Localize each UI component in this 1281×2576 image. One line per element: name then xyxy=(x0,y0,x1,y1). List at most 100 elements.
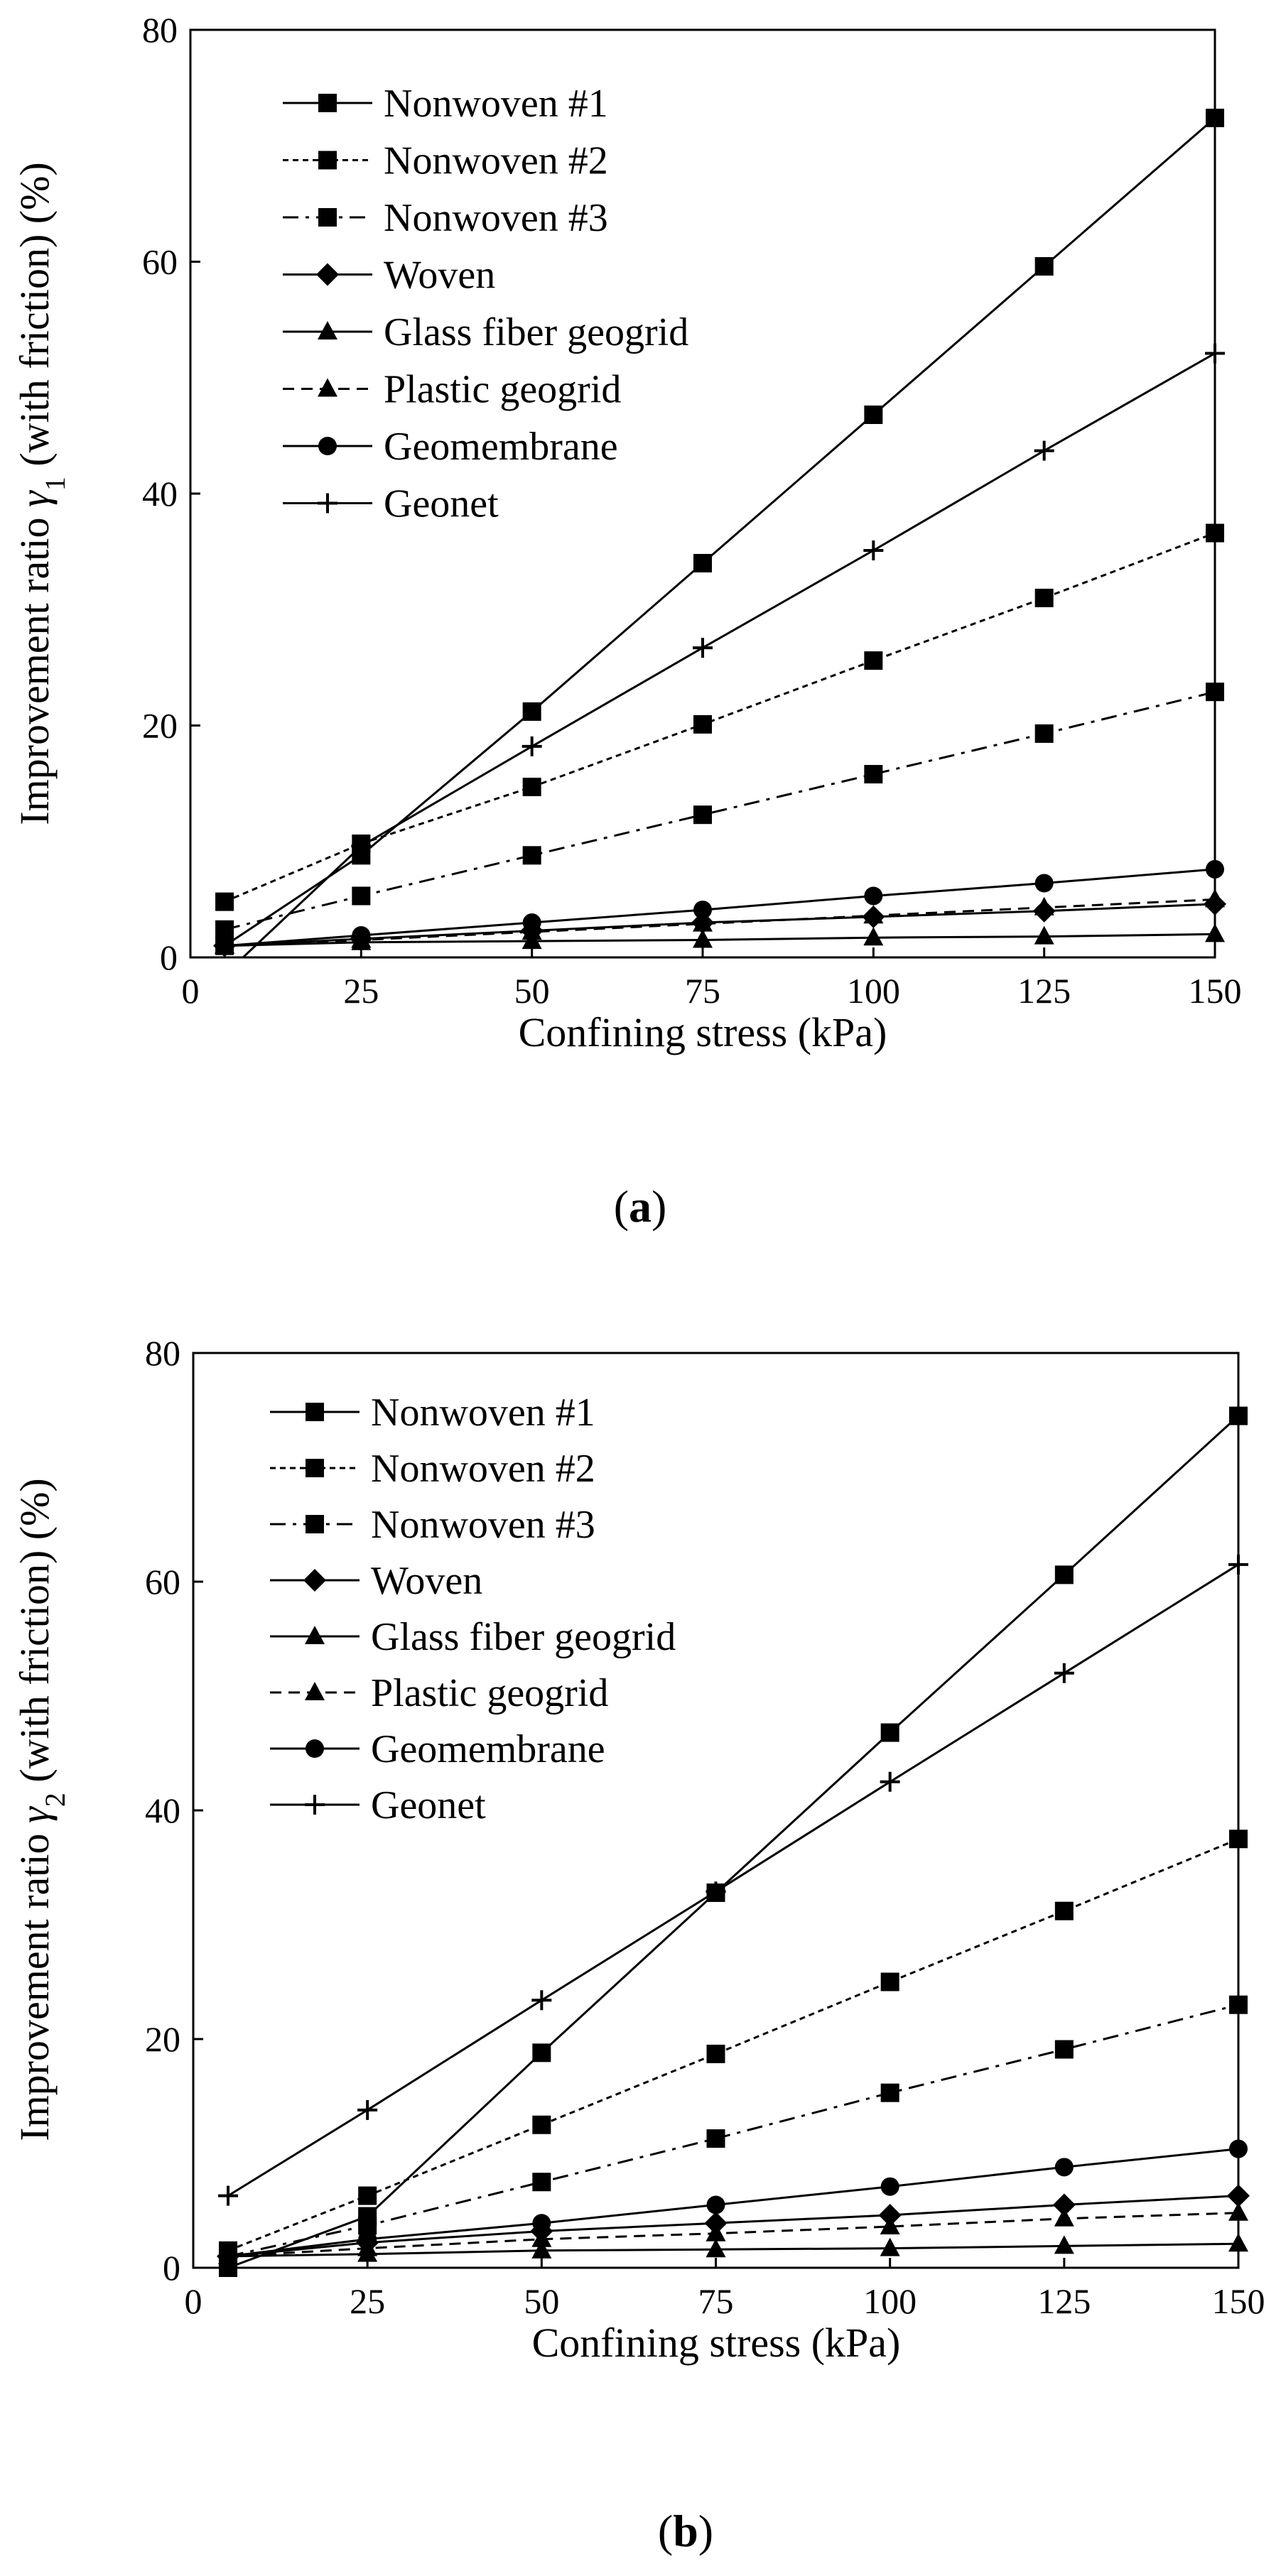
x-tick-label: 150 xyxy=(1189,971,1242,1011)
y-tick-label: 80 xyxy=(142,10,178,50)
series-geomembrane xyxy=(215,859,1224,955)
legend-item: Geomembrane xyxy=(283,425,618,469)
legend-marker xyxy=(306,1515,324,1533)
legend-label: Geomembrane xyxy=(384,425,618,469)
data-point xyxy=(351,836,372,857)
data-point xyxy=(358,2186,377,2205)
x-tick-label: 75 xyxy=(685,971,720,1011)
series-line xyxy=(224,690,1215,931)
data-point xyxy=(1229,2139,1248,2158)
panel-caption: (a) xyxy=(614,1181,667,1232)
legend-label: Geomembrane xyxy=(371,1727,605,1771)
y-tick-label: 60 xyxy=(145,1562,180,1602)
data-point xyxy=(1054,1565,1074,1585)
data-point xyxy=(219,2246,238,2266)
data-point xyxy=(880,2177,899,2196)
tick-marks xyxy=(192,1352,1240,2269)
data-point xyxy=(522,913,541,933)
series-geomembrane xyxy=(219,2139,1248,2266)
data-point xyxy=(1206,683,1224,702)
legend-item: Woven xyxy=(283,254,495,298)
data-point xyxy=(1228,2202,1248,2221)
legend-item: Woven xyxy=(270,1559,482,1603)
data-point xyxy=(864,651,883,670)
data-point xyxy=(1034,588,1054,607)
legend-label: Nonwoven #3 xyxy=(384,196,608,240)
x-tick-label: 0 xyxy=(185,2281,202,2321)
data-point xyxy=(522,702,541,721)
legend-label: Nonwoven #2 xyxy=(371,1447,595,1491)
data-point xyxy=(1206,859,1224,879)
data-point xyxy=(532,2214,551,2233)
legend-marker xyxy=(303,1569,326,1592)
series-line xyxy=(227,1563,1238,2197)
legend-marker xyxy=(318,437,337,455)
y-tick-label: 80 xyxy=(145,1333,180,1373)
data-point xyxy=(693,805,712,825)
data-point xyxy=(1054,2158,1074,2177)
legend-label: Geonet xyxy=(371,1783,486,1827)
data-point xyxy=(1206,109,1224,128)
data-point xyxy=(521,736,542,756)
legend-marker xyxy=(318,378,337,397)
legend-item: Glass fiber geogrid xyxy=(283,310,688,354)
x-tick-label: 75 xyxy=(698,2281,734,2321)
data-point xyxy=(1034,257,1054,276)
data-point xyxy=(352,886,371,906)
data-point xyxy=(1054,1663,1074,1683)
legend-label: Nonwoven #2 xyxy=(384,139,608,183)
data-point xyxy=(693,929,713,948)
legend-label: Nonwoven #1 xyxy=(371,1391,595,1435)
x-tick-label: 25 xyxy=(350,2281,385,2321)
data-point xyxy=(1229,1406,1248,1425)
legend-marker xyxy=(318,321,337,339)
data-point xyxy=(693,901,712,920)
y-tick-label: 0 xyxy=(163,2248,180,2288)
data-point xyxy=(693,913,713,932)
series-layer xyxy=(213,109,1226,957)
data-point xyxy=(864,765,883,784)
legend-item: Plastic geogrid xyxy=(270,1671,608,1715)
legend-label: Geonet xyxy=(384,482,499,526)
data-point xyxy=(880,2216,900,2235)
legend-label: Plastic geogrid xyxy=(371,1671,608,1715)
data-point xyxy=(1205,343,1225,364)
data-point xyxy=(1228,2233,1248,2252)
data-point xyxy=(522,778,541,797)
legend-label: Nonwoven #3 xyxy=(371,1503,595,1547)
data-point xyxy=(693,553,712,572)
legend-marker xyxy=(316,263,339,286)
x-tick-label: 0 xyxy=(182,971,200,1011)
data-point xyxy=(521,930,542,950)
series-layer xyxy=(217,1406,1250,2277)
legend-item: Nonwoven #2 xyxy=(283,139,608,183)
legend-item: Nonwoven #3 xyxy=(270,1503,595,1547)
data-point xyxy=(693,714,712,734)
series-geonet xyxy=(241,343,1225,957)
data-point xyxy=(1206,523,1224,543)
series-nonwoven-1 xyxy=(215,109,1224,955)
x-tick-labels: 0 25 50 75 100 125 150 xyxy=(185,2281,1265,2321)
data-point xyxy=(1052,2193,1076,2217)
legend: Nonwoven #1 Nonwoven #2 Nonwoven #3 Woven Gl… xyxy=(270,1391,676,1827)
x-tick-label: 50 xyxy=(524,2281,559,2321)
x-tick-label: 125 xyxy=(1017,971,1071,1011)
data-point xyxy=(531,2228,552,2247)
data-point xyxy=(863,905,884,924)
data-point xyxy=(1205,888,1225,908)
y-tick-labels: 0 20 40 60 80 xyxy=(142,10,178,977)
data-point xyxy=(532,2173,551,2192)
data-point xyxy=(1054,2207,1074,2227)
x-tick-label: 25 xyxy=(343,971,379,1011)
legend-marker xyxy=(318,493,337,513)
legend-marker xyxy=(305,1795,325,1815)
legend-item: Geonet xyxy=(270,1783,486,1827)
data-point xyxy=(1034,440,1054,461)
y-tick-labels: 0 20 40 60 80 xyxy=(145,1333,180,2288)
legend-label: Plastic geogrid xyxy=(384,368,621,412)
data-point xyxy=(878,2203,902,2227)
legend-item: Plastic geogrid xyxy=(283,368,621,412)
